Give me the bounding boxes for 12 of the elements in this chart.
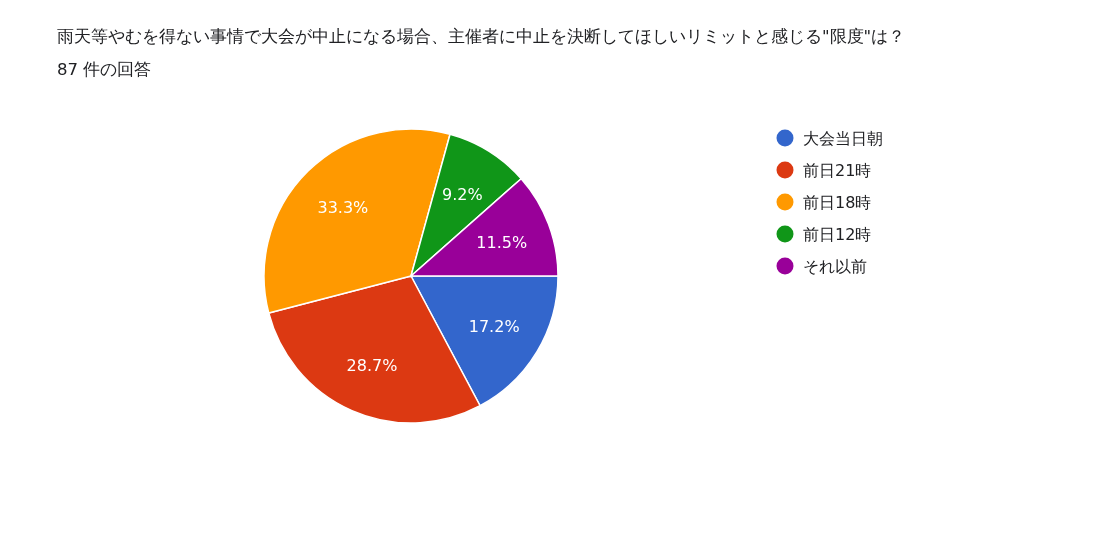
- legend-label: 前日21時: [803, 161, 872, 180]
- data-label: 28.7%: [346, 355, 398, 375]
- data-label: 11.5%: [476, 232, 528, 252]
- chart-title: 雨天等やむを得ない事情で大会が中止になる場合、主催者に中止を決断してほしいリミットと感じる"限度"は？: [57, 27, 906, 46]
- text: 87 件の回答: [57, 60, 152, 79]
- data-label: 33.3%: [317, 197, 369, 217]
- legend-label: 前日12時: [803, 225, 872, 244]
- legend-label: 前日18時: [803, 193, 872, 212]
- legend-label: 大会当日朝: [803, 129, 883, 148]
- data-label: 17.2%: [468, 316, 520, 336]
- legend-label: それ以前: [803, 257, 867, 276]
- data-label: 9.2%: [442, 184, 483, 204]
